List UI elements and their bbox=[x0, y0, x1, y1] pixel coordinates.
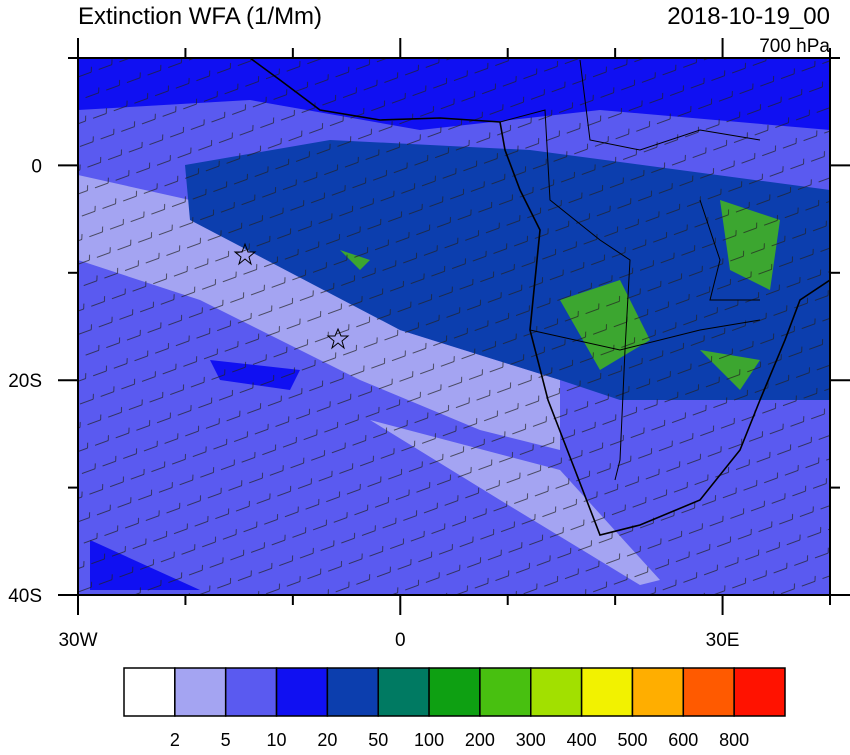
x-tick-label: 30E bbox=[706, 630, 740, 651]
colorbar-box bbox=[275, 667, 329, 717]
borders bbox=[499, 59, 761, 481]
colorbar-box bbox=[377, 667, 430, 717]
colorbar-label: 10 bbox=[267, 730, 287, 750]
colorbar-box bbox=[733, 667, 786, 717]
colorbar-box bbox=[326, 667, 379, 717]
colorbar-box bbox=[428, 667, 481, 717]
colorbar-label: 2 bbox=[170, 730, 180, 750]
colorbar-label: 600 bbox=[668, 730, 698, 750]
colorbar-box bbox=[580, 667, 634, 717]
axes: 30W 0 30E 40S 20S 0 bbox=[8, 38, 850, 651]
colorbar-label: 500 bbox=[617, 730, 647, 750]
colorbar: 2 5 10 20 50 100 200 300 400 500 600 800 bbox=[123, 667, 786, 750]
colorbar-box bbox=[631, 667, 685, 717]
colorbar-box bbox=[530, 667, 583, 717]
colorbar-label: 20 bbox=[317, 730, 337, 750]
colorbar-label: 5 bbox=[221, 730, 231, 750]
colorbar-label: 400 bbox=[567, 730, 597, 750]
x-tick-label: 30W bbox=[58, 630, 97, 651]
y-tick-label: 40S bbox=[8, 586, 42, 607]
wind-barbs bbox=[78, 58, 830, 595]
y-tick-label: 20S bbox=[8, 371, 42, 392]
colorbar-box bbox=[123, 667, 176, 717]
date: 2018-10-19_00 bbox=[667, 3, 830, 30]
title: Extinction WFA (1/Mm) bbox=[78, 3, 322, 30]
colorbar-label: 50 bbox=[368, 730, 388, 750]
colorbar-box bbox=[479, 667, 532, 717]
station-star bbox=[326, 327, 350, 350]
colorbar-label: 200 bbox=[465, 730, 495, 750]
colorbar-box bbox=[224, 667, 278, 717]
station-star bbox=[233, 242, 257, 266]
colorbar-label: 300 bbox=[516, 730, 546, 750]
map-frame bbox=[77, 57, 831, 596]
colorbar-box bbox=[174, 667, 227, 717]
x-tick-label: 0 bbox=[395, 630, 406, 651]
colorbar-box bbox=[682, 667, 735, 717]
map-field bbox=[78, 58, 830, 595]
y-tick-label: 0 bbox=[31, 156, 42, 177]
level: 700 hPa bbox=[759, 36, 830, 57]
colorbar-label: 100 bbox=[414, 730, 444, 750]
colorbar-label: 800 bbox=[719, 730, 749, 750]
